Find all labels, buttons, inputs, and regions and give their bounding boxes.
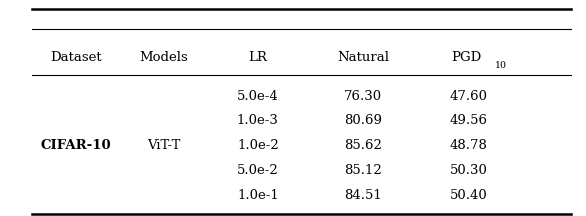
Text: Dataset: Dataset	[50, 51, 102, 64]
Text: 80.69: 80.69	[345, 114, 382, 127]
Text: 1.0e-2: 1.0e-2	[237, 139, 279, 152]
Text: 85.62: 85.62	[345, 139, 382, 152]
Text: 85.12: 85.12	[345, 164, 382, 177]
Text: 10: 10	[495, 61, 507, 70]
Text: 50.40: 50.40	[450, 189, 488, 202]
Text: 84.51: 84.51	[345, 189, 382, 202]
Text: 49.56: 49.56	[450, 114, 488, 127]
Text: 76.30: 76.30	[344, 90, 383, 103]
Text: Models: Models	[139, 51, 189, 64]
Text: LR: LR	[248, 51, 267, 64]
Text: CIFAR-10: CIFAR-10	[41, 139, 111, 152]
Text: 5.0e-4: 5.0e-4	[237, 90, 279, 103]
Text: Natural: Natural	[338, 51, 389, 64]
Text: 50.30: 50.30	[450, 164, 488, 177]
Text: PGD: PGD	[451, 51, 481, 64]
Text: 48.78: 48.78	[450, 139, 488, 152]
Text: 5.0e-2: 5.0e-2	[237, 164, 279, 177]
Text: ViT-T: ViT-T	[148, 139, 180, 152]
Text: 47.60: 47.60	[450, 90, 488, 103]
Text: 1.0e-3: 1.0e-3	[237, 114, 279, 127]
Text: 1.0e-1: 1.0e-1	[237, 189, 279, 202]
